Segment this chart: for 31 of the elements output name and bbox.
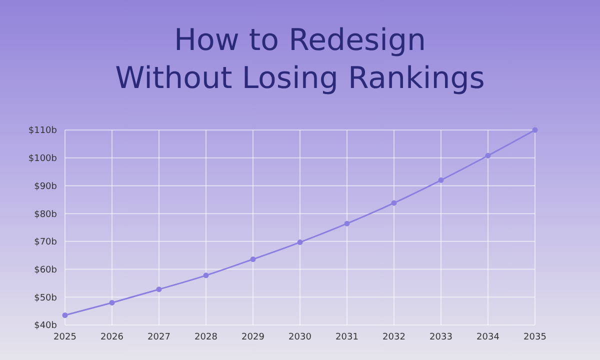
x-tick-label: 2025 <box>54 332 76 342</box>
point <box>344 220 350 226</box>
x-tick-label: 2030 <box>288 332 312 342</box>
point <box>391 200 397 206</box>
point <box>297 240 303 246</box>
x-tick-label: 2026 <box>100 332 124 342</box>
y-tick-label: $100b <box>28 154 58 164</box>
y-tick-label: $60b <box>34 265 58 276</box>
point <box>532 127 538 133</box>
y-tick-label: $50b <box>34 293 58 304</box>
y-tick-label: $90b <box>34 182 58 192</box>
point <box>156 286 162 292</box>
point <box>203 272 209 278</box>
x-tick-label: 2032 <box>382 332 406 342</box>
x-tick-label: 2029 <box>242 332 265 342</box>
point <box>250 256 256 262</box>
point <box>438 177 444 183</box>
y-tick-label: $110b <box>28 126 58 136</box>
point <box>485 152 491 158</box>
x-tick-label: 2033 <box>430 332 452 342</box>
x-tick-label: 2035 <box>524 332 546 342</box>
y-tick-label: $70b <box>34 238 58 248</box>
x-tick-label: 2031 <box>336 332 358 342</box>
point <box>109 300 115 306</box>
y-tick-label: $40b <box>34 321 58 332</box>
point <box>62 312 68 318</box>
x-tick-label: 2028 <box>194 332 218 342</box>
y-tick-label: $80b <box>34 210 58 220</box>
x-tick-label: 2034 <box>476 332 500 342</box>
x-tick-label: 2027 <box>148 332 170 342</box>
chart-title: How to Redesign Without Losing Rankings <box>114 22 486 98</box>
